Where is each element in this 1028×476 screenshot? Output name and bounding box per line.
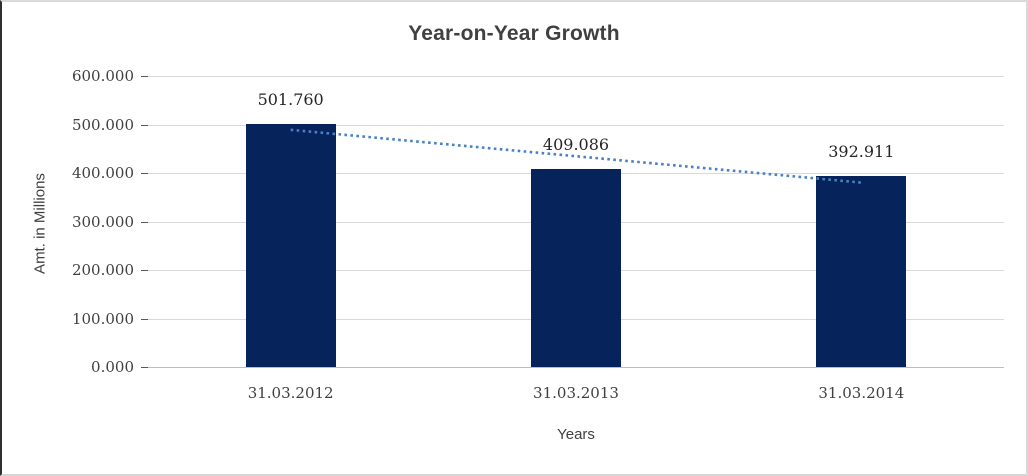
y-tick-label: 400.000 <box>71 164 134 182</box>
x-axis-title: Years <box>557 426 595 443</box>
bar-data-label: 409.086 <box>542 134 610 154</box>
bar <box>816 176 907 367</box>
y-tick-mark <box>141 222 148 223</box>
gridline <box>148 125 1004 126</box>
bar <box>245 123 336 367</box>
bar-data-label: 501.760 <box>257 89 324 109</box>
gridline <box>148 76 1004 77</box>
y-tick-label: 100.000 <box>71 310 134 328</box>
bar <box>531 168 621 367</box>
y-tick-mark <box>141 319 148 320</box>
y-tick-label: 300.000 <box>71 213 134 231</box>
y-tick-label: 600.000 <box>71 67 134 85</box>
x-tick-label: 31.03.2014 <box>818 384 905 402</box>
y-tick-label: 500.000 <box>71 116 134 134</box>
bar-data-label: 392.911 <box>828 142 895 162</box>
y-tick-label: 200.000 <box>71 261 134 279</box>
y-tick-mark <box>141 76 148 77</box>
y-tick-label: 0.000 <box>91 358 134 376</box>
x-tick-label: 31.03.2013 <box>533 384 619 402</box>
y-tick-mark <box>141 125 148 126</box>
y-tick-mark <box>141 367 148 368</box>
y-tick-mark <box>141 173 148 174</box>
chart-title: Year-on-Year Growth <box>408 22 620 45</box>
y-tick-mark <box>141 270 148 271</box>
x-tick-label: 31.03.2012 <box>247 384 334 402</box>
x-axis-line <box>148 367 1004 368</box>
